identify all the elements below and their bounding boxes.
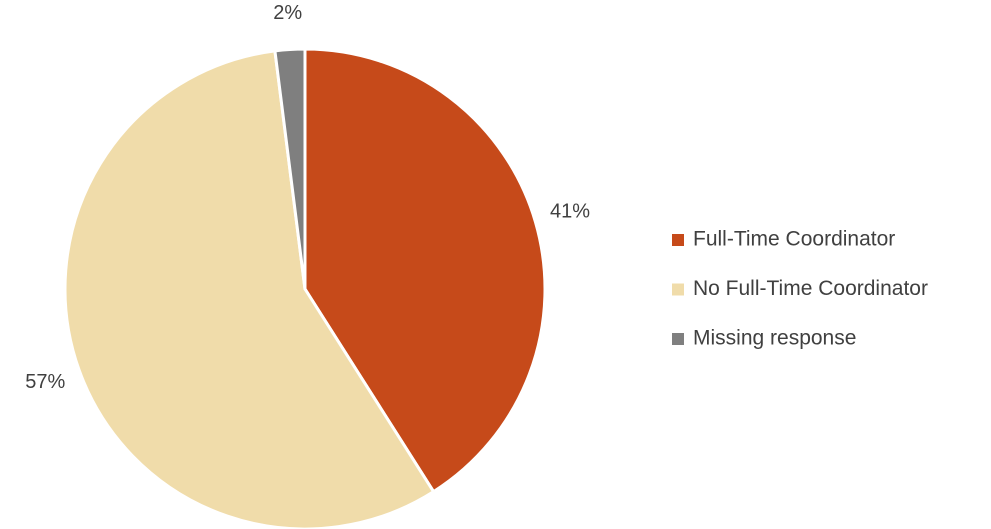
- legend-swatch: [672, 283, 684, 296]
- data-label: 57%: [25, 371, 65, 393]
- legend-swatch: [672, 333, 684, 345]
- legend-label: Missing response: [693, 327, 856, 350]
- legend-label: Full-Time Coordinator: [693, 228, 895, 251]
- data-label: 41%: [550, 200, 590, 222]
- pie-slice: [273, 47, 307, 291]
- legend-label: No Full-Time Coordinator: [693, 277, 928, 300]
- legend-swatch: [672, 234, 684, 246]
- data-label: 2%: [273, 2, 302, 24]
